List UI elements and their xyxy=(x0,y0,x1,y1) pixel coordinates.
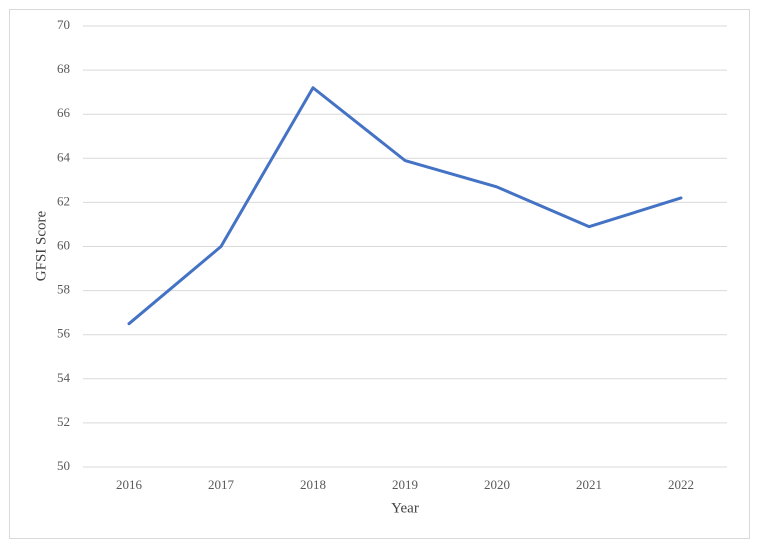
x-tick-label: 2021 xyxy=(576,477,602,492)
x-tick-label: 2018 xyxy=(300,477,326,492)
y-tick-label: 62 xyxy=(57,193,70,208)
y-tick-label: 66 xyxy=(57,105,71,120)
x-tick-label: 2022 xyxy=(668,477,694,492)
y-tick-label: 64 xyxy=(57,149,71,164)
x-tick-label: 2016 xyxy=(116,477,143,492)
y-tick-label: 54 xyxy=(57,370,71,385)
y-tick-label: 60 xyxy=(57,237,70,252)
y-tick-label: 70 xyxy=(57,17,70,32)
x-tick-label: 2017 xyxy=(208,477,235,492)
y-tick-label: 56 xyxy=(57,326,71,341)
chart-border xyxy=(9,9,750,539)
x-tick-label: 2019 xyxy=(392,477,418,492)
x-axis-title: Year xyxy=(391,500,419,516)
y-tick-label: 68 xyxy=(57,61,70,76)
x-tick-label: 2020 xyxy=(484,477,510,492)
data-line xyxy=(127,86,683,326)
y-axis-title: GFSI Score xyxy=(33,210,49,281)
y-tick-label: 58 xyxy=(57,282,70,297)
y-tick-label: 52 xyxy=(57,414,70,429)
y-tick-label: 50 xyxy=(57,458,70,473)
